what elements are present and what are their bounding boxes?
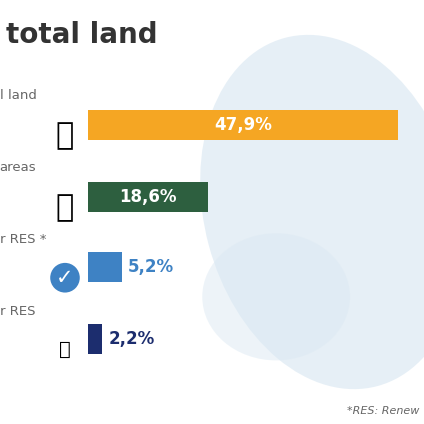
Text: ✓: ✓	[56, 268, 74, 288]
Text: 🌬: 🌬	[59, 340, 71, 359]
Text: 2,2%: 2,2%	[109, 330, 155, 348]
Ellipse shape	[202, 233, 350, 360]
FancyBboxPatch shape	[88, 182, 208, 212]
Ellipse shape	[200, 35, 424, 389]
Text: l land: l land	[0, 89, 36, 102]
Text: 18,6%: 18,6%	[120, 188, 177, 206]
Text: r RES: r RES	[0, 305, 35, 318]
Text: r RES *: r RES *	[0, 233, 46, 246]
Text: areas: areas	[0, 161, 36, 174]
Text: *RES: Renew: *RES: Renew	[347, 405, 420, 416]
FancyBboxPatch shape	[88, 324, 103, 354]
Text: 🌾: 🌾	[56, 121, 74, 150]
Text: 🌲: 🌲	[56, 193, 74, 222]
Text: 5,2%: 5,2%	[128, 258, 174, 276]
FancyBboxPatch shape	[88, 252, 122, 282]
Circle shape	[50, 263, 80, 293]
Text: total land: total land	[6, 21, 157, 49]
FancyBboxPatch shape	[88, 110, 398, 140]
Text: 47,9%: 47,9%	[214, 116, 272, 134]
